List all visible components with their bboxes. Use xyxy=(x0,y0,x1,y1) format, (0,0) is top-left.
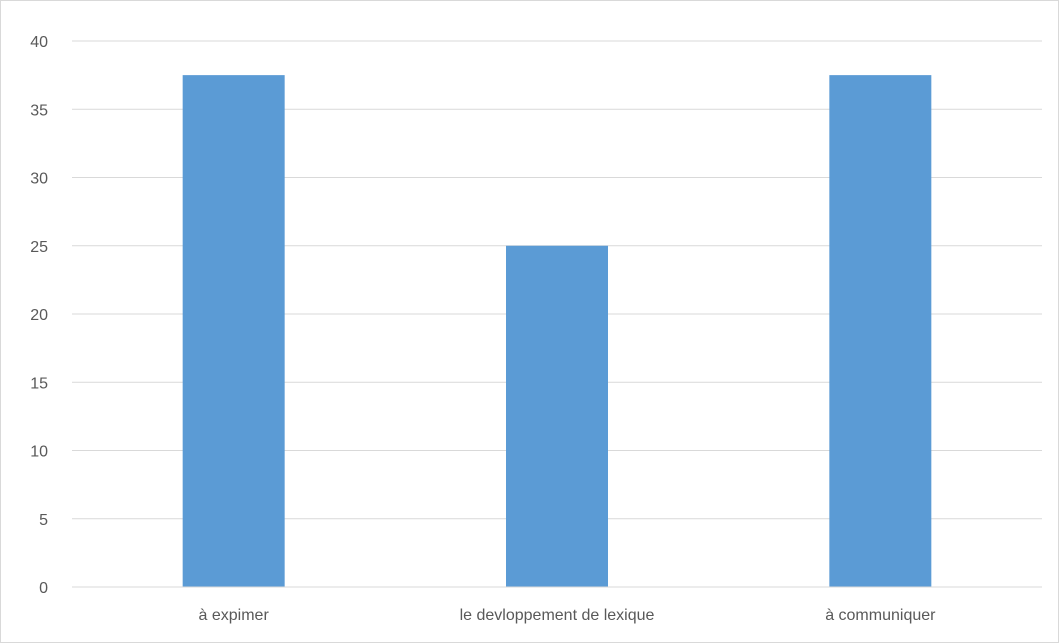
y-tick-label: 40 xyxy=(30,34,48,51)
y-tick-label: 0 xyxy=(39,580,48,597)
x-axis-category-labels: à expimer le devloppement de lexique à com… xyxy=(199,607,937,624)
bar-2 xyxy=(506,245,608,587)
bars xyxy=(182,75,932,587)
x-category-label: le devloppement de lexique xyxy=(460,607,655,624)
y-tick-label: 25 xyxy=(30,239,48,256)
y-tick-label: 20 xyxy=(30,307,48,324)
y-tick-label: 30 xyxy=(30,171,48,188)
y-tick-label: 10 xyxy=(30,444,48,461)
y-axis-tick-labels: 0 5 10 15 20 25 30 35 40 xyxy=(30,34,48,597)
x-category-label: à communiquer xyxy=(825,607,936,624)
y-tick-label: 15 xyxy=(30,375,48,392)
y-tick-label: 35 xyxy=(30,102,48,119)
bar-1 xyxy=(182,75,285,587)
bar-3 xyxy=(829,75,932,587)
x-category-label: à expimer xyxy=(199,607,270,624)
y-tick-label: 5 xyxy=(39,512,48,529)
